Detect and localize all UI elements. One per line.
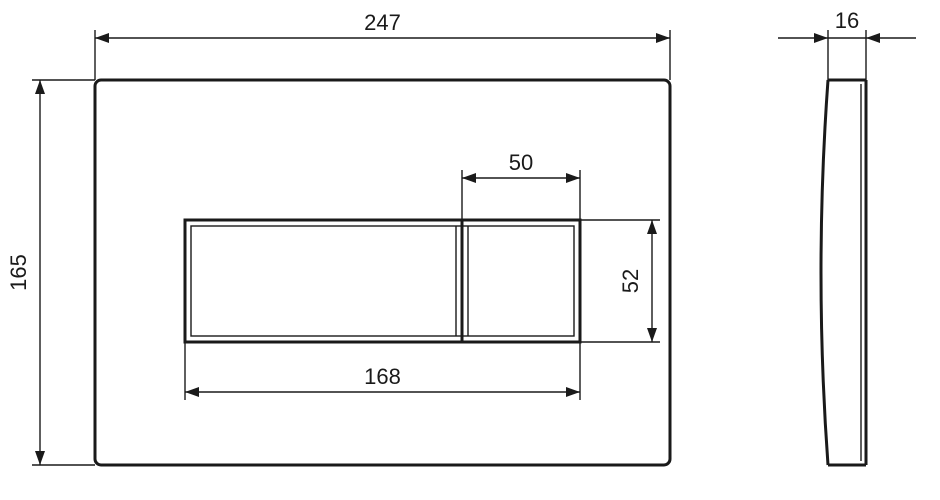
dim-depth: 16: [778, 8, 916, 80]
dim-button-height: 52: [580, 220, 660, 342]
plate-outline: [95, 80, 670, 465]
button-group-inset: [191, 226, 574, 336]
dim-button-small-width: 50: [462, 150, 580, 220]
dim-button-group-width: 168: [185, 342, 580, 400]
button-group-outline: [185, 220, 580, 342]
front-view: [95, 80, 670, 465]
dim-button-group-width-label: 168: [364, 364, 401, 389]
dim-width-total-label: 247: [364, 10, 401, 35]
dim-width-total: 247: [95, 10, 670, 80]
dim-height-total-label: 165: [6, 254, 31, 291]
technical-drawing: 247 165 50 168 52 16: [0, 0, 940, 500]
dim-button-height-label: 52: [618, 269, 643, 293]
dim-button-small-width-label: 50: [509, 150, 533, 175]
side-view: [821, 80, 866, 465]
dim-depth-label: 16: [835, 8, 859, 33]
dim-height-total: 165: [6, 80, 95, 465]
